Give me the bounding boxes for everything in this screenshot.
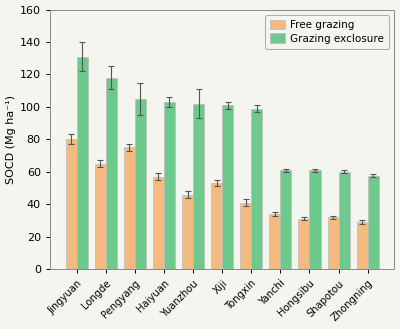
Bar bbox=[95, 164, 106, 269]
Bar bbox=[269, 214, 280, 269]
Bar bbox=[106, 78, 117, 269]
Bar bbox=[164, 102, 175, 269]
Bar bbox=[66, 139, 76, 269]
Bar bbox=[211, 183, 222, 269]
Bar bbox=[328, 217, 339, 269]
Bar bbox=[193, 104, 204, 269]
Bar bbox=[153, 177, 164, 269]
Bar bbox=[310, 170, 320, 269]
Bar bbox=[339, 172, 350, 269]
Bar bbox=[240, 203, 251, 269]
Legend: Free grazing, Grazing exclosure: Free grazing, Grazing exclosure bbox=[265, 15, 389, 49]
Bar bbox=[368, 176, 379, 269]
Bar bbox=[251, 109, 262, 269]
Bar bbox=[357, 222, 368, 269]
Bar bbox=[124, 147, 135, 269]
Y-axis label: SOCD (Mg ha⁻¹): SOCD (Mg ha⁻¹) bbox=[6, 95, 16, 184]
Bar bbox=[280, 170, 292, 269]
Bar bbox=[182, 194, 193, 269]
Bar bbox=[76, 57, 88, 269]
Bar bbox=[222, 105, 233, 269]
Bar bbox=[135, 99, 146, 269]
Bar bbox=[298, 219, 310, 269]
